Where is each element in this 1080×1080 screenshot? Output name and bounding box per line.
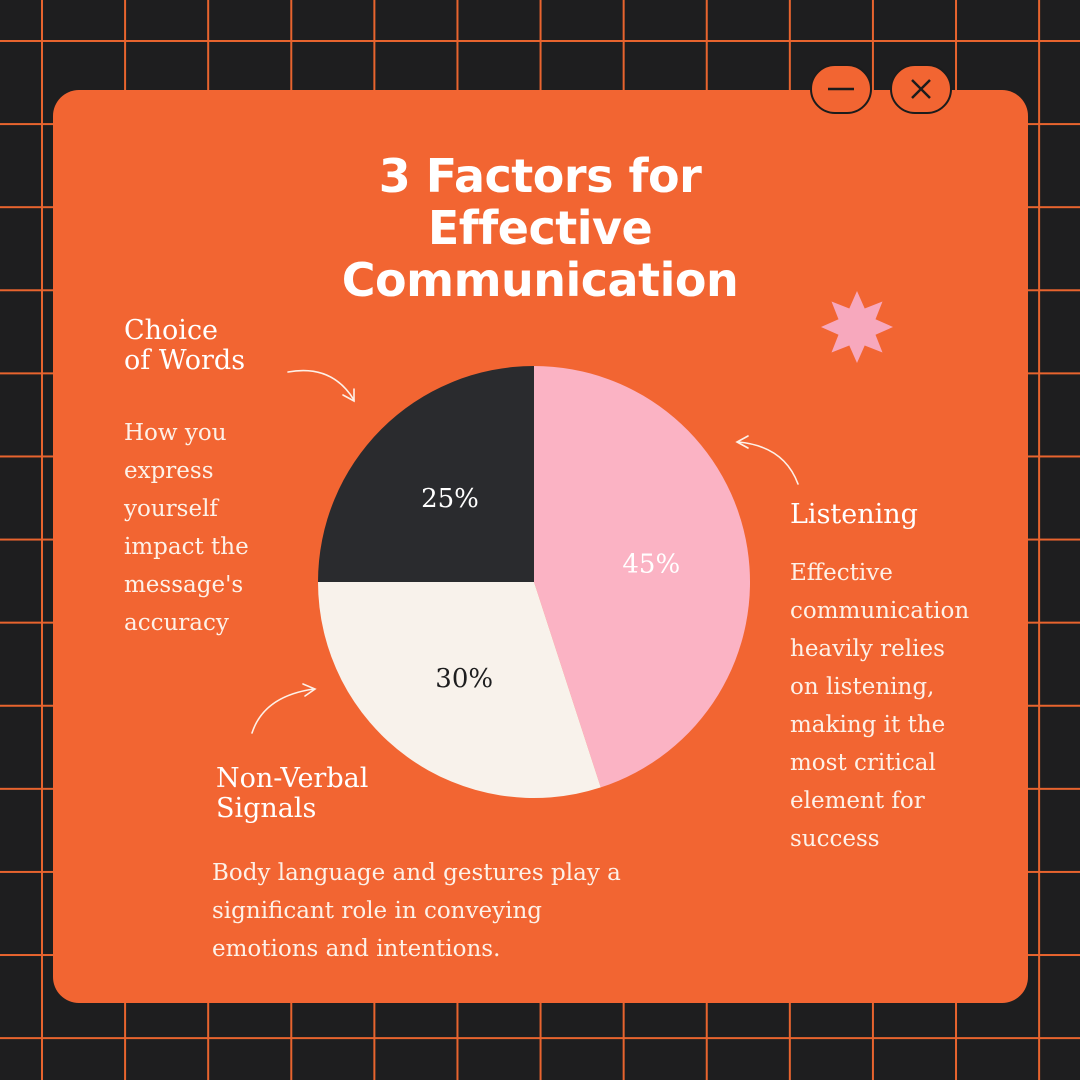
non-verbal-arrow-head — [302, 683, 317, 697]
close-icon — [911, 79, 931, 99]
choice-of-words-arrow — [287, 369, 355, 401]
non-verbal-title: Non-Verbal Signals — [216, 764, 368, 824]
minus-icon — [828, 87, 854, 91]
minimize-button[interactable] — [810, 64, 872, 114]
description-line: success — [790, 826, 880, 852]
title-line: Communication — [341, 253, 739, 307]
non-verbal-arrow — [251, 688, 315, 734]
title-line: Signals — [216, 793, 317, 824]
description-line: message's — [124, 572, 244, 598]
description-line: yourself — [124, 496, 218, 522]
description-line: most critical — [790, 750, 936, 776]
title-line: of Words — [124, 345, 246, 376]
close-button[interactable] — [890, 64, 952, 114]
description-line: communication — [790, 598, 970, 624]
page-title: 3 Factors for Effective Communication — [0, 150, 1080, 306]
title-line: Non-Verbal — [216, 763, 369, 794]
description-line: heavily relies — [790, 636, 945, 662]
choice-of-words-description: How you express yourself impact the mess… — [124, 414, 249, 642]
listening-title: Listening — [790, 500, 918, 530]
description-line: making it the — [790, 712, 946, 738]
pie-slice-listening — [534, 365, 751, 788]
description-line: element for — [790, 788, 925, 814]
description-line: impact the — [124, 534, 249, 560]
title-line: 3 Factors for — [378, 149, 702, 203]
pie-slice-non-verbal-signals — [318, 582, 601, 799]
description-line: accuracy — [124, 610, 229, 636]
title-line: Effective — [427, 201, 653, 255]
non-verbal-description: Body language and gestures play a signif… — [212, 854, 621, 968]
pie-slice-label: 25% — [421, 484, 479, 514]
listening-arrow-head — [735, 435, 749, 449]
description-line: on listening, — [790, 674, 935, 700]
description-line: emotions and intentions. — [212, 936, 501, 962]
listening-arrow — [737, 441, 799, 485]
pie-slice-choice-of-words — [318, 366, 534, 582]
choice-of-words-arrow-head — [342, 388, 355, 403]
eight-point-star-icon — [821, 291, 893, 363]
description-line: significant role in conveying — [212, 898, 542, 924]
description-line: express — [124, 458, 214, 484]
pie-slice-label: 45% — [622, 549, 680, 579]
description-line: How you — [124, 420, 227, 446]
choice-of-words-title: Choice of Words — [124, 316, 245, 376]
listening-description: Effective communication heavily relies o… — [790, 554, 969, 858]
title-line: Choice — [124, 315, 219, 346]
title-line: Listening — [790, 499, 918, 530]
description-line: Effective — [790, 560, 893, 586]
pie-slice-label: 30% — [435, 664, 493, 694]
description-line: Body language and gestures play a — [212, 860, 621, 886]
